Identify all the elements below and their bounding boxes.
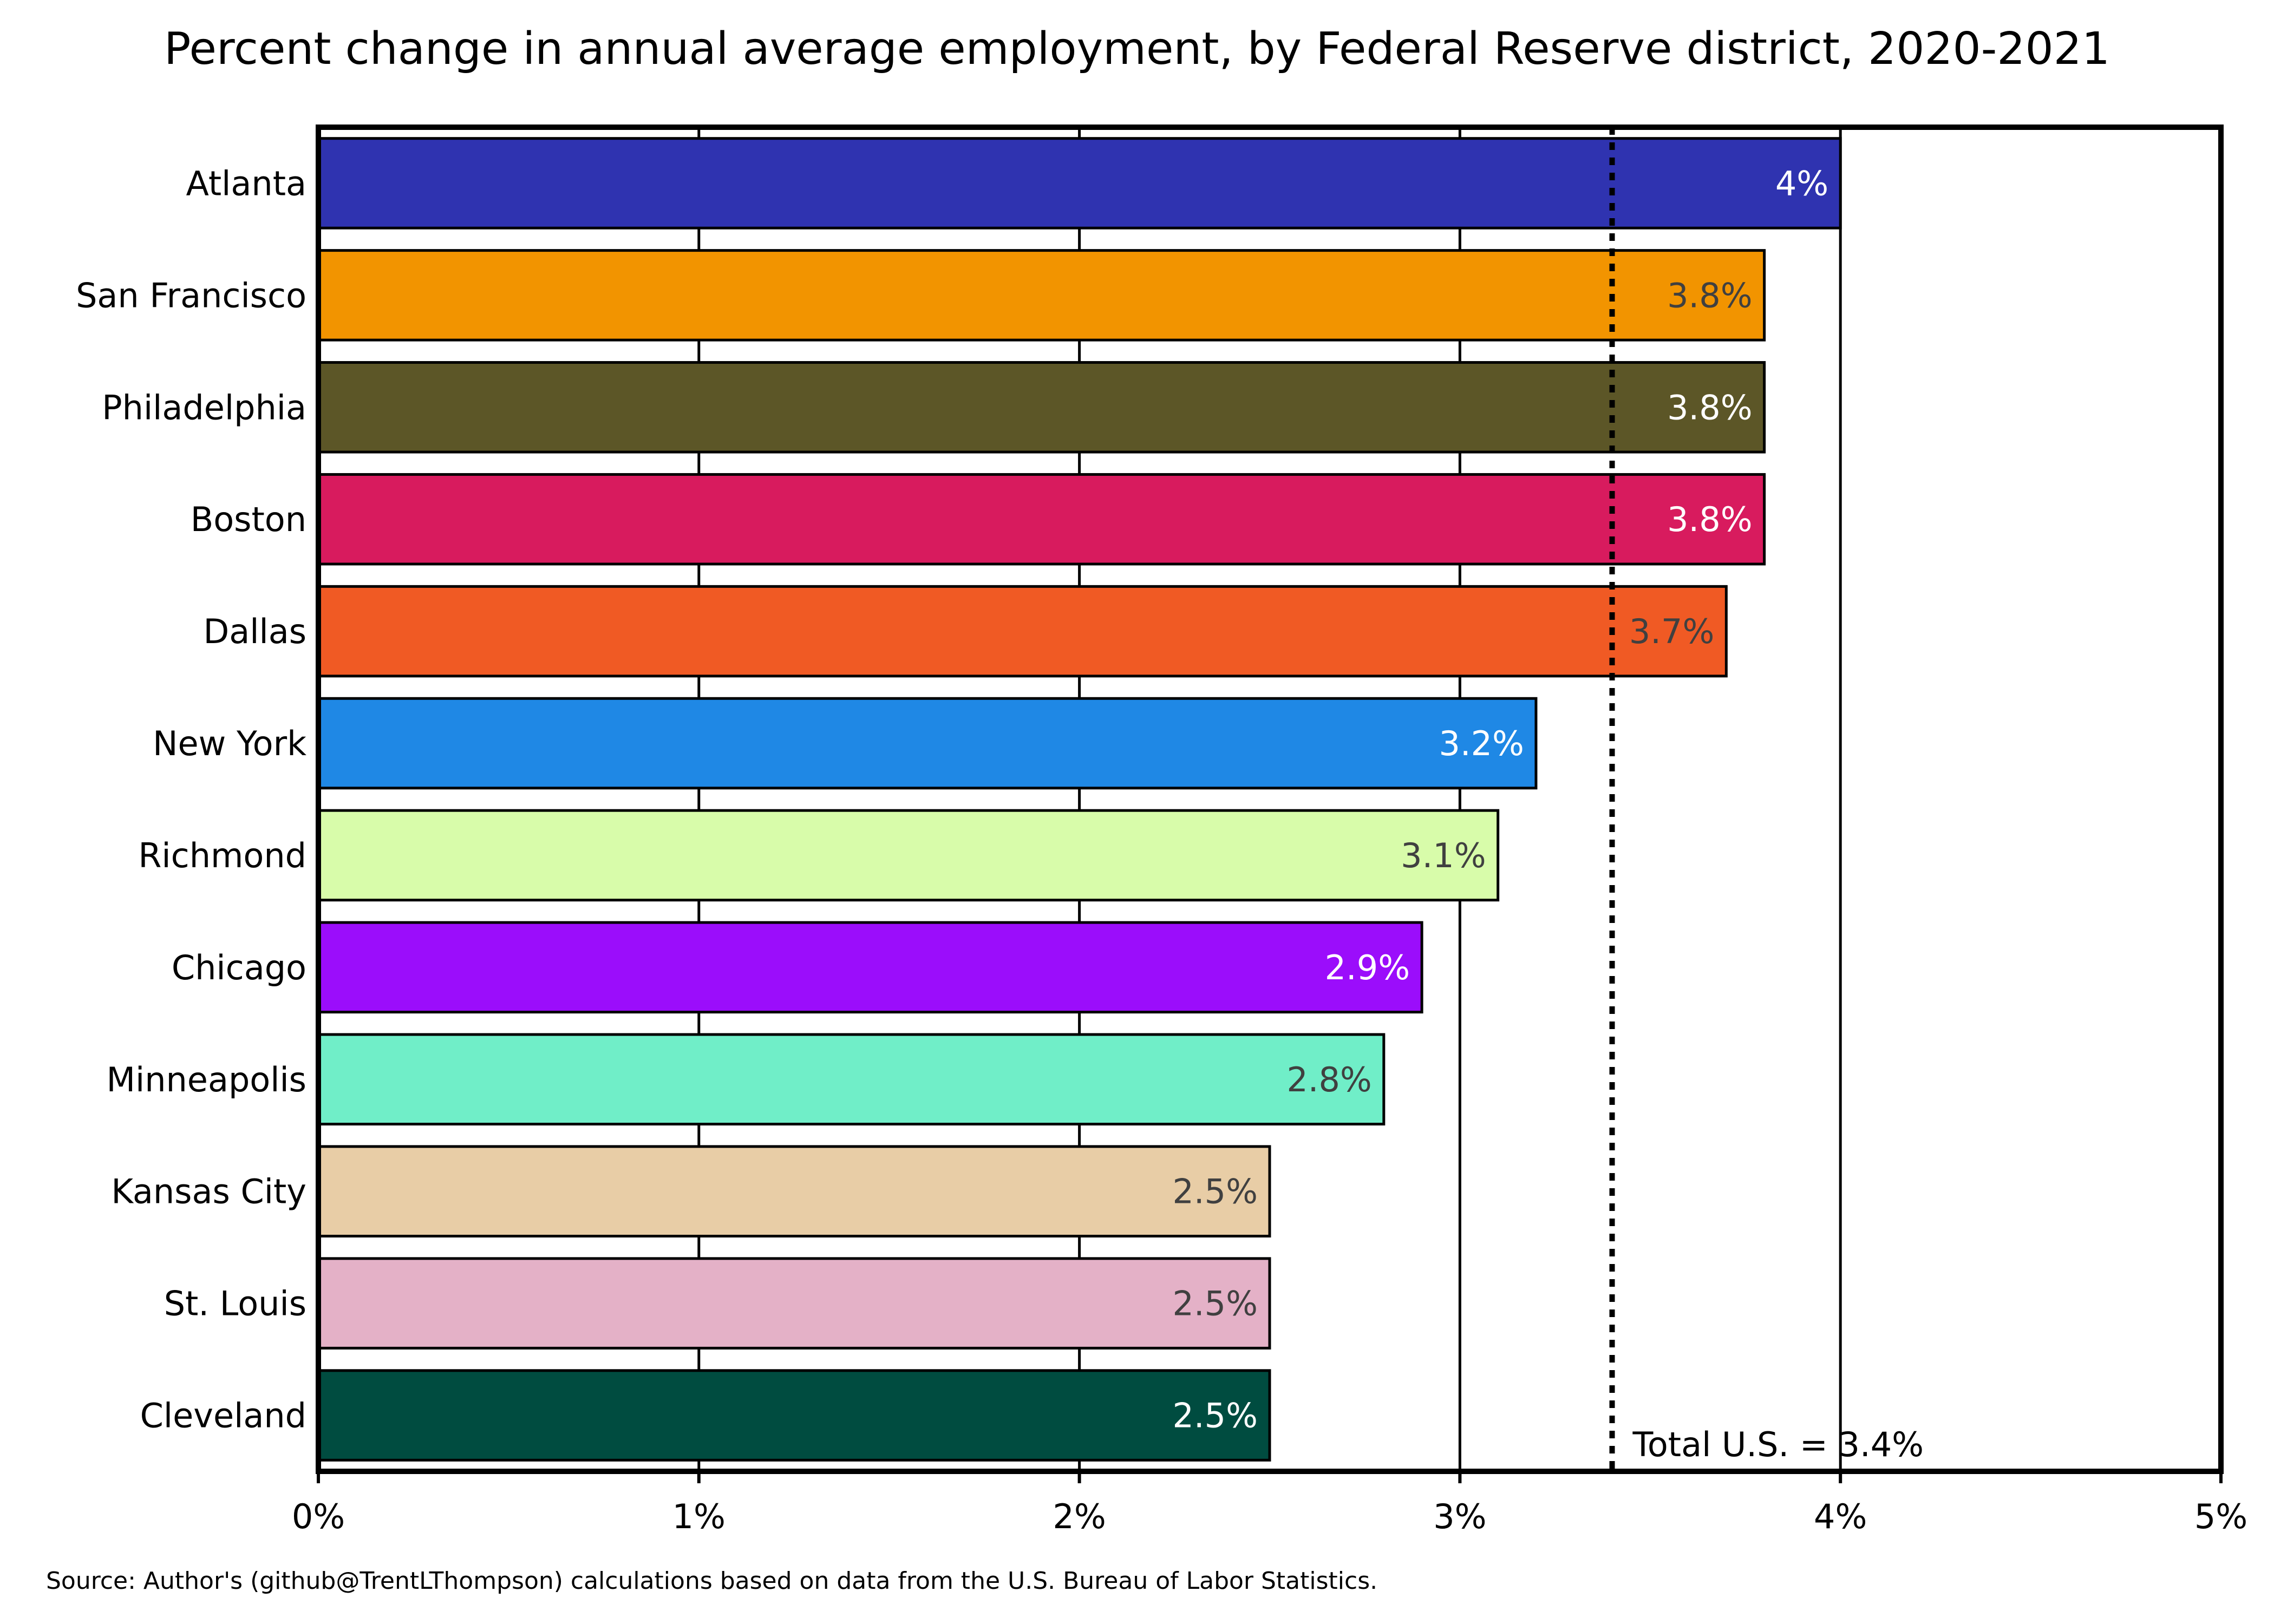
- x-gridlines: [697, 127, 1842, 1471]
- x-tick-label: 2%: [1053, 1497, 1106, 1536]
- x-tick-label: 3%: [1433, 1497, 1486, 1536]
- bar: [317, 921, 1423, 1014]
- bar: [317, 809, 1500, 902]
- data-label: 4%: [1775, 163, 1828, 203]
- bar: [317, 697, 1538, 790]
- bar: [317, 137, 1842, 230]
- chart-title: Percent change in annual average employm…: [164, 23, 2110, 75]
- category-label: New York: [153, 724, 306, 763]
- category-label: Atlanta: [186, 163, 306, 203]
- category-labels-group: Atlanta San Francisco Philadelphia Boston Da…: [76, 163, 306, 1435]
- data-label: 2.8%: [1286, 1060, 1372, 1099]
- source-note: Source: Author's (github@TrentLThompson)…: [46, 1567, 1377, 1595]
- data-label: 3.7%: [1629, 612, 1715, 651]
- category-label: Richmond: [138, 836, 306, 875]
- bar: [317, 473, 1766, 566]
- bar: [317, 1033, 1386, 1126]
- x-tick-label: 4%: [1814, 1497, 1867, 1536]
- category-label: Dallas: [204, 612, 306, 651]
- data-labels-group: 4% 3.8% 3.8% 3.8% 3.7% 3.2% 3.1% 2.9% 2.8% 2.5% 2.…: [1172, 163, 1828, 1435]
- category-label: Kansas City: [111, 1172, 306, 1212]
- x-tick-label: 1%: [672, 1497, 726, 1536]
- bar: [317, 361, 1766, 454]
- data-label: 2.5%: [1172, 1284, 1258, 1324]
- x-axis-ticks: 0% 1% 2% 3% 4% 5%: [292, 1471, 2247, 1536]
- data-label: 2.5%: [1172, 1396, 1258, 1436]
- bar: [317, 1145, 1271, 1237]
- bar: [317, 585, 1728, 678]
- reference-line-group: Total U.S. = 3.4%: [1609, 127, 1924, 1471]
- category-label: Cleveland: [140, 1396, 306, 1436]
- category-label: Boston: [191, 500, 306, 539]
- bar: [317, 249, 1766, 342]
- category-label: Philadelphia: [102, 388, 306, 427]
- bar: [317, 1257, 1271, 1350]
- data-label: 3.2%: [1439, 724, 1524, 763]
- data-label: 3.1%: [1401, 836, 1486, 875]
- reference-line-label: Total U.S. = 3.4%: [1632, 1425, 1924, 1464]
- data-label: 3.8%: [1667, 388, 1753, 427]
- x-tick-label: 5%: [2194, 1497, 2247, 1536]
- data-label: 3.8%: [1667, 500, 1753, 539]
- data-label: 3.8%: [1667, 276, 1753, 315]
- bar: [317, 1369, 1271, 1462]
- x-tick-label: 0%: [292, 1497, 345, 1536]
- category-label: Minneapolis: [107, 1060, 307, 1099]
- data-label: 2.5%: [1172, 1172, 1258, 1212]
- bars-group: [317, 137, 1842, 1462]
- category-label: St. Louis: [164, 1284, 306, 1324]
- data-label: 2.9%: [1325, 948, 1410, 987]
- category-label: Chicago: [172, 948, 306, 987]
- category-label: San Francisco: [76, 276, 306, 315]
- plot-frame: [316, 125, 2224, 1474]
